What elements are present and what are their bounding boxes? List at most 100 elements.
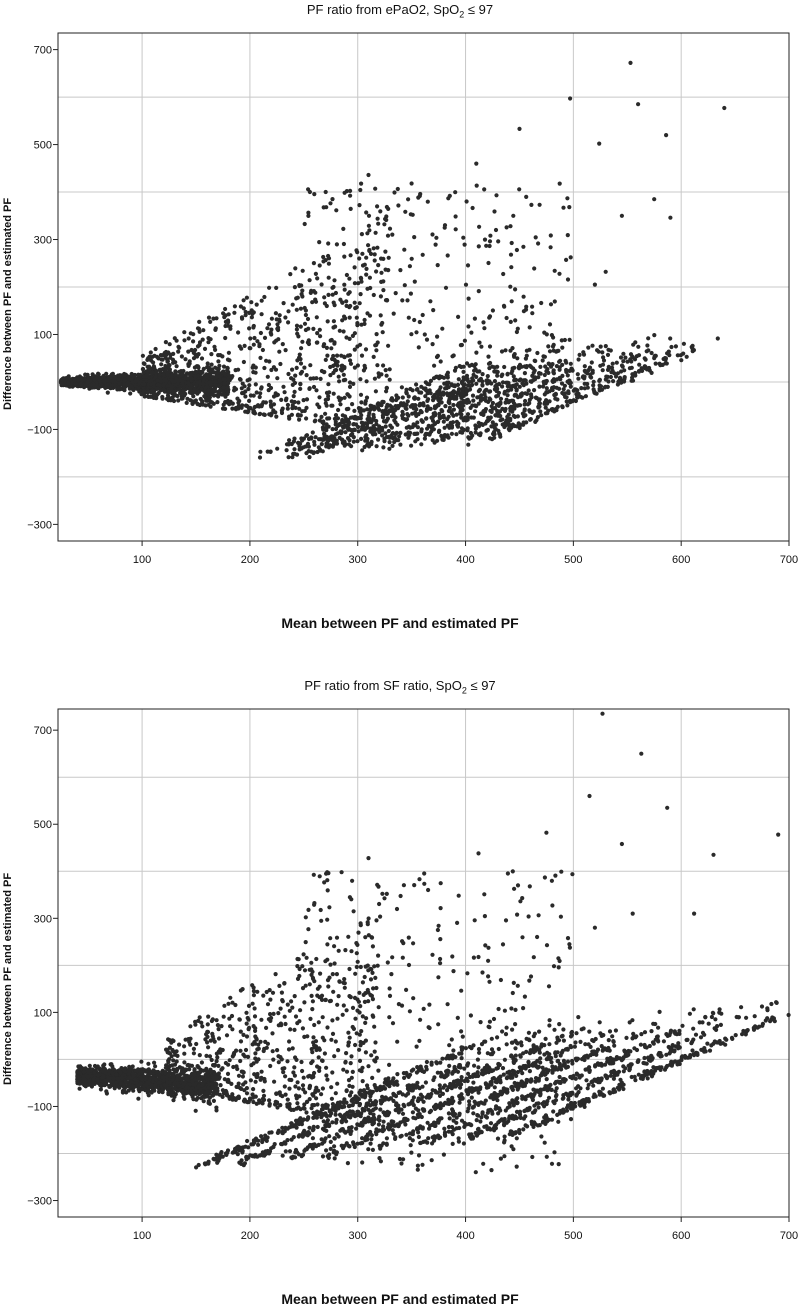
data-point: [386, 234, 390, 238]
data-point: [635, 354, 639, 358]
data-point: [357, 429, 361, 433]
data-point: [382, 400, 386, 404]
data-point: [538, 365, 542, 369]
data-point: [352, 440, 356, 444]
data-point: [542, 331, 546, 335]
data-point: [481, 372, 485, 376]
data-point: [334, 291, 338, 295]
data-point: [498, 435, 502, 439]
data-point: [217, 364, 221, 368]
data-point: [381, 363, 385, 367]
data-point: [400, 385, 404, 389]
data-point: [504, 420, 508, 424]
data-point: [434, 236, 438, 240]
data-point: [325, 346, 329, 350]
data-point: [223, 336, 227, 340]
data-point: [157, 372, 161, 376]
data-point: [459, 412, 463, 416]
data-point: [312, 261, 316, 265]
data-point: [460, 381, 464, 385]
data-point: [560, 363, 564, 367]
data-point: [159, 362, 163, 366]
data-point: [322, 342, 326, 346]
data-point: [247, 326, 251, 330]
data-point: [586, 368, 590, 372]
data-point: [345, 407, 349, 411]
data-point: [248, 377, 252, 381]
data-point: [304, 313, 308, 317]
data-point: [181, 379, 185, 383]
data-point: [392, 312, 396, 316]
data-point: [312, 192, 316, 196]
data-point: [104, 372, 108, 376]
data-point: [566, 380, 570, 384]
data-point: [243, 389, 247, 393]
data-point: [444, 434, 448, 438]
data-point: [368, 314, 372, 318]
data-point: [412, 318, 416, 322]
data-point: [302, 366, 306, 370]
data-point: [537, 402, 541, 406]
data-point: [321, 255, 325, 259]
data-point: [437, 429, 441, 433]
data-point: [502, 365, 506, 369]
data-point: [515, 404, 519, 408]
data-point: [210, 1058, 214, 1062]
data-point: [199, 397, 203, 401]
data-point: [364, 347, 368, 351]
data-point: [551, 379, 555, 383]
data-point: [149, 350, 153, 354]
data-point: [515, 356, 519, 360]
data-point: [431, 308, 435, 312]
data-point: [375, 246, 379, 250]
data-point: [417, 345, 421, 349]
data-point: [225, 368, 229, 372]
data-point: [342, 329, 346, 333]
data-point: [324, 428, 328, 432]
data-point: [541, 358, 545, 362]
data-point: [495, 370, 499, 374]
data-point: [505, 415, 509, 419]
data-point: [631, 355, 635, 359]
data-point: [439, 434, 443, 438]
data-point: [523, 407, 527, 411]
data-point: [345, 273, 349, 277]
data-point: [549, 365, 553, 369]
data-point: [189, 391, 193, 395]
data-point: [446, 375, 450, 379]
data-point: [425, 338, 429, 342]
data-point: [228, 324, 232, 328]
data-point: [195, 354, 199, 358]
data-point: [468, 364, 472, 368]
data-point: [528, 398, 532, 402]
y-tick-label: 300: [34, 235, 52, 247]
data-point: [217, 384, 221, 388]
data-point: [504, 401, 508, 405]
data-point: [287, 438, 291, 442]
data-point: [474, 351, 478, 355]
data-point: [314, 413, 318, 417]
data-point: [315, 402, 319, 406]
data-point: [376, 402, 380, 406]
data-point: [293, 374, 297, 378]
data-point: [462, 418, 466, 422]
data-point: [249, 300, 253, 304]
data-point: [342, 283, 346, 287]
data-point: [327, 390, 331, 394]
data-point: [322, 295, 326, 299]
data-point: [201, 338, 205, 342]
data-point: [598, 364, 602, 368]
data-point: [254, 365, 258, 369]
data-point: [457, 377, 461, 381]
data-point: [142, 361, 146, 365]
data-point: [618, 376, 622, 380]
data-point: [264, 400, 268, 404]
data-point: [342, 242, 346, 246]
data-point: [436, 263, 440, 267]
data-point: [355, 305, 359, 309]
data-point: [332, 392, 336, 396]
data-point: [517, 127, 521, 131]
data-point: [565, 403, 569, 407]
data-point: [385, 374, 389, 378]
data-point: [193, 365, 197, 369]
